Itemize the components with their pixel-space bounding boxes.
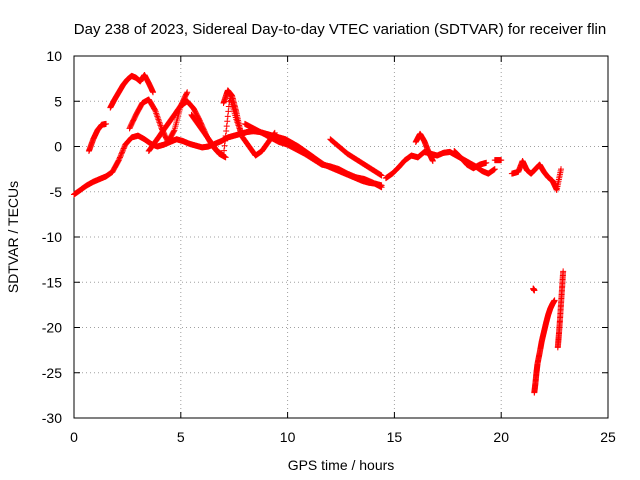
x-tick-label: 5	[177, 429, 185, 445]
data-point	[483, 159, 490, 166]
data-point	[551, 297, 558, 304]
data-point	[222, 132, 229, 139]
data-point	[170, 128, 177, 135]
y-tick-label: 0	[54, 139, 62, 155]
y-tick-label: -10	[42, 229, 62, 245]
data-point	[119, 148, 126, 155]
data-point	[378, 184, 385, 191]
data-point	[116, 155, 123, 162]
data-point	[560, 268, 567, 275]
y-tick-label: 10	[46, 48, 62, 64]
data-point	[115, 157, 122, 164]
data-point	[116, 154, 123, 161]
data-point	[183, 90, 190, 97]
data-point	[224, 113, 231, 120]
y-tick-label: -20	[42, 320, 62, 336]
data-point	[225, 108, 232, 115]
x-tick-label: 20	[493, 429, 509, 445]
data-point	[221, 147, 228, 154]
data-point	[558, 166, 565, 173]
x-tick-label: 15	[387, 429, 403, 445]
data-point	[223, 123, 230, 130]
ticks-layer: 0 5 10 15 20 25 -30 -25 -20 -15 -10 -5 0 5 10	[42, 48, 616, 445]
data-point	[531, 287, 538, 294]
plot-frame	[73, 55, 609, 419]
y-tick-label: -25	[42, 365, 62, 381]
y-tick-label: -5	[50, 184, 63, 200]
marks-layer	[71, 72, 567, 396]
data-point	[220, 152, 227, 159]
data-point	[491, 166, 498, 173]
x-axis-label: GPS time / hours	[288, 457, 395, 473]
data-point	[221, 142, 228, 149]
x-tick-label: 25	[600, 429, 616, 445]
data-point	[150, 89, 157, 96]
data-point	[237, 129, 244, 136]
data-point	[118, 150, 125, 157]
data-point	[119, 149, 126, 156]
y-axis-label: SDTVAR / TECUs	[5, 181, 21, 293]
data-point	[271, 130, 278, 137]
y-tick-label: -15	[42, 274, 62, 290]
data-point	[120, 146, 127, 153]
data-point	[222, 137, 229, 144]
data-point	[121, 144, 128, 151]
data-point	[224, 118, 231, 125]
x-tick-label: 10	[280, 429, 296, 445]
y-tick-label: 5	[54, 93, 62, 109]
data-point	[223, 128, 230, 135]
data-point	[429, 157, 436, 164]
data-point	[498, 157, 505, 164]
x-tick-label: 0	[70, 429, 78, 445]
data-point	[271, 129, 278, 136]
y-tick-label: -30	[42, 410, 62, 426]
data-point	[103, 120, 110, 127]
data-point	[378, 172, 385, 179]
data-point	[120, 145, 127, 152]
data-point	[117, 151, 124, 158]
chart-title: Day 238 of 2023, Sidereal Day-to-day VTE…	[74, 21, 606, 38]
data-point	[117, 153, 124, 160]
data-point	[184, 89, 191, 96]
